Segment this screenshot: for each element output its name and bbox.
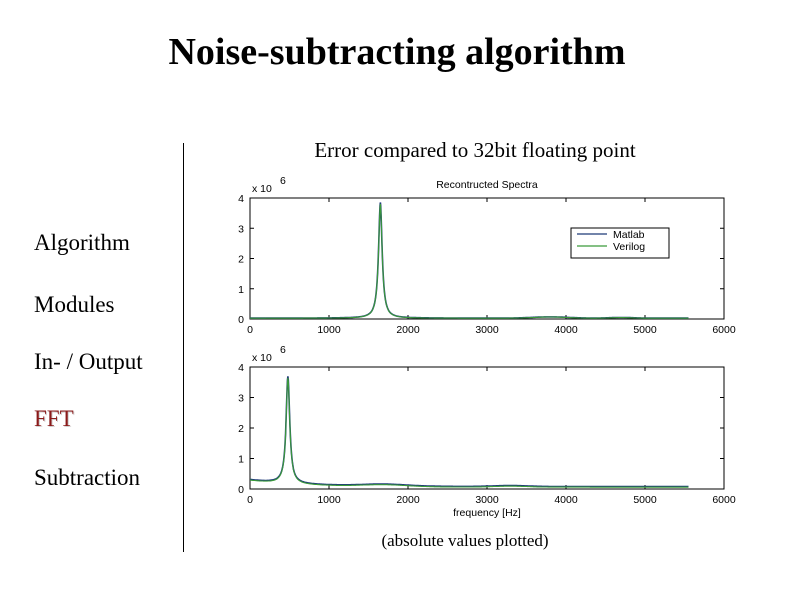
legend-box (570, 227, 670, 259)
x-tick-label: 1000 (317, 324, 341, 336)
x-tick-label: 4000 (554, 324, 578, 336)
nav-item-in-output[interactable]: In- / Output (34, 349, 143, 374)
x-tick-label: 5000 (633, 494, 657, 506)
x-axis-label: frequency [Hz] (453, 507, 521, 519)
x-tick-label: 0 (247, 494, 253, 506)
x-tick-label: 3000 (475, 494, 499, 506)
y-tick-label: 4 (238, 193, 244, 205)
x-tick-label: 3000 (475, 324, 499, 336)
nav-item-fft[interactable]: FFT (34, 406, 74, 431)
chart-title: Error compared to 32bit floating point (314, 138, 636, 162)
legend-label: Matlab (613, 229, 645, 241)
y-tick-label: 2 (238, 423, 244, 435)
y-tick-label: 4 (238, 362, 244, 374)
y-tick-label: 1 (238, 284, 244, 296)
x-tick-label: 4000 (554, 494, 578, 506)
x-tick-label: 2000 (396, 494, 420, 506)
y-multiplier: x 10 (252, 352, 272, 364)
x-tick-label: 6000 (712, 494, 736, 506)
nav-item-algorithm[interactable]: Algorithm (34, 230, 130, 255)
nav-item-modules[interactable]: Modules (34, 292, 115, 317)
series-line-verilog (250, 204, 689, 319)
x-tick-label: 0 (247, 324, 253, 336)
footnote: (absolute values plotted) (381, 531, 549, 550)
y-multiplier: x 10 (252, 183, 272, 195)
x-tick-label: 5000 (633, 324, 657, 336)
vertical-divider (183, 143, 184, 552)
plot-frame (249, 366, 725, 490)
x-tick-label: 1000 (317, 494, 341, 506)
slide-title: Noise-subtracting algorithm (168, 31, 626, 73)
legend-label: Verilog (613, 241, 645, 253)
series-line-verilog (250, 377, 689, 488)
x-tick-label: 6000 (712, 324, 736, 336)
y-tick-label: 3 (238, 393, 244, 405)
nav-item-subtraction[interactable]: Subtraction (34, 465, 141, 490)
plot-title: Recontructed Spectra (436, 179, 538, 191)
x-tick-label: 2000 (396, 324, 420, 336)
y-tick-label: 2 (238, 254, 244, 266)
y-tick-label: 1 (238, 454, 244, 466)
series-line-matlab (250, 376, 689, 488)
y-tick-label: 0 (238, 314, 244, 326)
y-tick-label: 0 (238, 484, 244, 496)
y-tick-label: 3 (238, 223, 244, 235)
y-exponent: 6 (280, 344, 286, 356)
y-exponent: 6 (280, 175, 286, 187)
